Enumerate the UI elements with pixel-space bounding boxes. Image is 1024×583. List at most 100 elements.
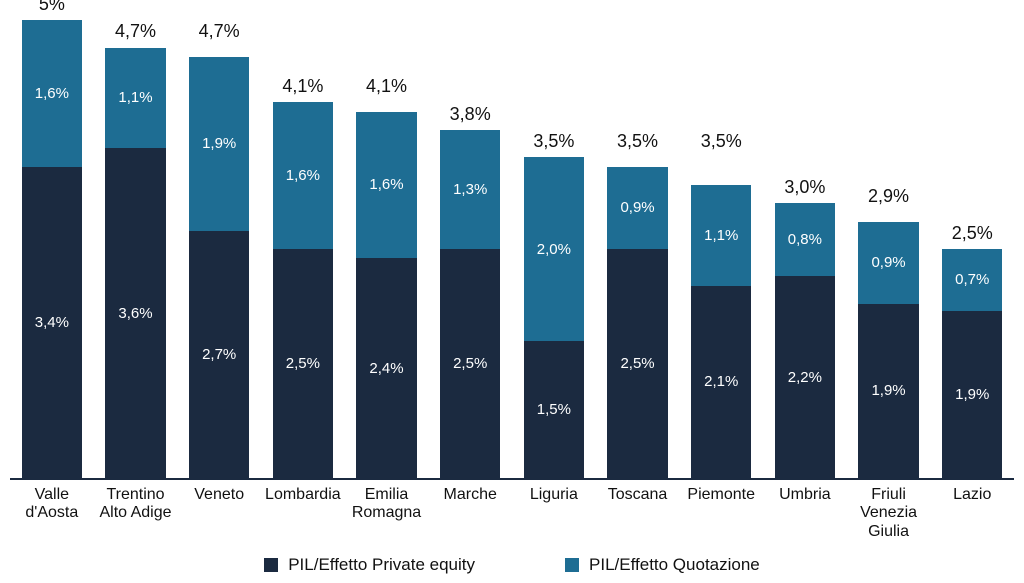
bar-value-label: 2,0% — [537, 241, 571, 258]
x-axis-category-label: Friuli VeneziaGiulia — [847, 486, 931, 541]
bar-value-label: 1,5% — [537, 401, 571, 418]
bar-segment-private-equity: 2,1% — [691, 286, 751, 478]
bar-value-label: 1,6% — [286, 167, 320, 184]
bar-segment-quotazione: 0,9% — [607, 167, 667, 249]
bar-value-label: 0,8% — [788, 231, 822, 248]
bar-slot: 2,5% 1,6% 4,1% — [261, 20, 345, 478]
bar-segment-quotazione: 1,6% — [356, 112, 416, 259]
bar-value-label: 2,1% — [704, 373, 738, 390]
bar-segment-quotazione: 1,6% — [273, 102, 333, 249]
bar-segment-private-equity: 1,9% — [858, 304, 918, 478]
x-axis-category-label: Marche — [428, 486, 512, 541]
bar-slot: 3,6% 1,1% 4,7% — [94, 20, 178, 478]
bar-total-label: 4,7% — [105, 21, 165, 42]
legend-label-quotazione: PIL/Effetto Quotazione — [589, 555, 760, 575]
bar-segment-quotazione: 1,9% — [189, 57, 249, 231]
bar-total-label: 2,5% — [942, 223, 1002, 244]
plot-area: 3,4%1,6%5%3,6%1,1%4,7%2,7%1,9%4,7%2,5%1,… — [10, 20, 1014, 480]
bar: 2,5%1,6%4,1% — [273, 102, 333, 478]
legend-item-private-equity: PIL/Effetto Private equity — [264, 555, 475, 575]
bar-slot: 2,5%1,3%3,8% — [428, 20, 512, 478]
bar-value-label: 1,6% — [35, 85, 69, 102]
bar-slot: 2,2% 0,8% 3,0% — [763, 20, 847, 478]
bar-value-label: 1,1% — [118, 89, 152, 106]
legend-swatch-quotazione — [565, 558, 579, 572]
bar-slot: 2,5% 0,9% 3,5% — [596, 20, 680, 478]
bar: 3,6%1,1%4,7% — [105, 47, 165, 478]
bar: 1,9%0,7%2,5% — [942, 249, 1002, 478]
bar-value-label: 2,5% — [620, 355, 654, 372]
x-axis-category-label: TrentinoAlto Adige — [94, 486, 178, 541]
x-axis-category-label: Lombardia — [261, 486, 345, 541]
bar-value-label: 0,7% — [955, 271, 989, 288]
x-axis-category-label: Umbria — [763, 486, 847, 541]
bar-segment-private-equity: 1,5% — [524, 341, 584, 478]
bar-segment-private-equity: 2,5% — [607, 249, 667, 478]
bar-value-label: 3,4% — [35, 314, 69, 331]
bar-segment-private-equity: 2,7% — [189, 231, 249, 478]
x-axis-category-label: Veneto — [177, 486, 261, 541]
bar-segment-quotazione: 0,9% — [858, 222, 918, 304]
bar: 2,7%1,9%4,7% — [189, 47, 249, 478]
bar-total-label: 4,7% — [189, 21, 249, 42]
bar-total-label: 5% — [22, 0, 82, 15]
bar-segment-private-equity: 2,5% — [273, 249, 333, 478]
x-axis-category-label: Toscana — [596, 486, 680, 541]
bar-slot: 1,5% 2,0% 3,5% — [512, 20, 596, 478]
bar-segment-private-equity: 2,5% — [440, 249, 500, 478]
bar-slot: 2,1%1,1%3,5% — [679, 20, 763, 478]
bar-value-label: 2,5% — [286, 355, 320, 372]
x-axis-category-label: Valle d'Aosta — [10, 486, 94, 541]
bar-total-label: 3,5% — [607, 131, 667, 152]
bar: 2,5%0,9%3,5% — [607, 157, 667, 478]
bar: 2,1%1,1%3,5% — [691, 157, 751, 478]
bar-value-label: 2,4% — [369, 360, 403, 377]
bar-total-label: 2,9% — [858, 186, 918, 207]
bar-value-label: 1,6% — [369, 176, 403, 193]
legend: PIL/Effetto Private equity PIL/Effetto Q… — [0, 555, 1024, 575]
bar-segment-quotazione: 1,1% — [105, 48, 165, 149]
bar-segment-private-equity: 3,6% — [105, 148, 165, 478]
bar-segment-private-equity: 2,2% — [775, 276, 835, 478]
bar-total-label: 3,0% — [775, 177, 835, 198]
x-axis-labels: Valle d'AostaTrentinoAlto AdigeVenetoLom… — [10, 486, 1014, 541]
bar-segment-quotazione: 1,6% — [22, 20, 82, 167]
bar: 1,9%0,9%2,9% — [858, 212, 918, 478]
bar-value-label: 2,5% — [453, 355, 487, 372]
bar-total-label: 4,1% — [356, 76, 416, 97]
x-axis-category-label: EmiliaRomagna — [345, 486, 429, 541]
bar-slot: 1,9% 0,7% 2,5% — [930, 20, 1014, 478]
bar-value-label: 2,2% — [788, 369, 822, 386]
bar-value-label: 1,9% — [871, 382, 905, 399]
bars-container: 3,4%1,6%5%3,6%1,1%4,7%2,7%1,9%4,7%2,5%1,… — [10, 20, 1014, 478]
bar-segment-quotazione: 0,7% — [942, 249, 1002, 311]
bar-value-label: 3,6% — [118, 305, 152, 322]
bar: 2,4%1,6%4,1% — [356, 102, 416, 478]
x-axis-baseline — [10, 478, 1014, 480]
bar-segment-private-equity: 1,9% — [942, 311, 1002, 478]
x-axis-category-label: Piemonte — [679, 486, 763, 541]
bar-slot: 2,4% 1,6% 4,1% — [345, 20, 429, 478]
stacked-bar-chart: 3,4%1,6%5%3,6%1,1%4,7%2,7%1,9%4,7%2,5%1,… — [0, 0, 1024, 583]
bar: 3,4%1,6%5% — [22, 20, 82, 478]
bar-value-label: 0,9% — [620, 199, 654, 216]
x-axis-category-label: Lazio — [930, 486, 1014, 541]
bar-slot: 1,9% 0,9% 2,9% — [847, 20, 931, 478]
legend-label-private-equity: PIL/Effetto Private equity — [288, 555, 475, 575]
bar-value-label: 1,9% — [955, 386, 989, 403]
bar-segment-private-equity: 2,4% — [356, 258, 416, 478]
legend-swatch-private-equity — [264, 558, 278, 572]
bar: 2,5%1,3%3,8% — [440, 130, 500, 478]
bar: 1,5%2,0%3,5% — [524, 157, 584, 478]
legend-item-quotazione: PIL/Effetto Quotazione — [565, 555, 760, 575]
bar-value-label: 2,7% — [202, 346, 236, 363]
bar-total-label: 4,1% — [273, 76, 333, 97]
bar-value-label: 1,3% — [453, 181, 487, 198]
bar-value-label: 1,9% — [202, 135, 236, 152]
bar-total-label: 3,5% — [524, 131, 584, 152]
bar-value-label: 0,9% — [871, 254, 905, 271]
bar-slot: 2,7% 1,9% 4,7% — [177, 20, 261, 478]
bar-segment-quotazione: 0,8% — [775, 203, 835, 276]
bar: 2,2%0,8%3,0% — [775, 203, 835, 478]
bar-segment-quotazione: 1,1% — [691, 185, 751, 286]
